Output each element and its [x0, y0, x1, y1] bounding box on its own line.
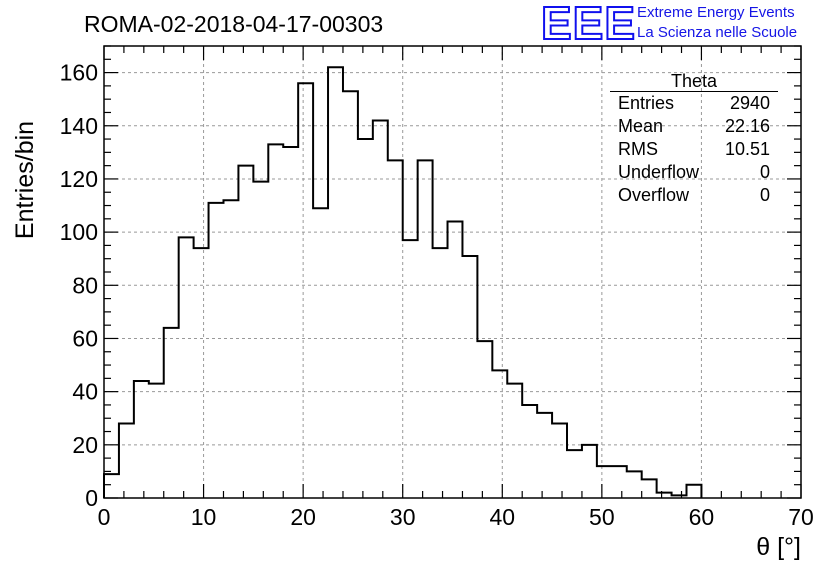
x-tick-label: 10 — [191, 504, 217, 530]
y-tick-label: 100 — [60, 219, 98, 245]
stats-row-overflow: Overflow 0 — [610, 184, 778, 207]
stats-box: Theta Entries 2940 Mean 22.16 RMS 10.51 … — [610, 71, 778, 207]
y-tick-label: 40 — [72, 379, 98, 405]
logo-tagline-2: La Scienza nelle Scuole — [637, 24, 798, 41]
stats-row-underflow: Underflow 0 — [610, 161, 778, 184]
stats-row-rms: RMS 10.51 — [610, 138, 778, 161]
y-tick-label: 80 — [72, 272, 98, 298]
stats-label: Underflow — [618, 162, 700, 182]
logo-tagline-1: Extreme Energy Events — [637, 4, 795, 21]
y-tick-label: 60 — [72, 325, 98, 351]
y-tick-label: 0 — [85, 485, 98, 511]
y-tick-label: 160 — [60, 60, 98, 86]
x-tick-label: 70 — [788, 504, 814, 530]
stats-divider — [610, 91, 778, 92]
x-tick-label: 0 — [98, 504, 111, 530]
y-tick-label: 20 — [72, 432, 98, 458]
stats-row-entries: Entries 2940 — [610, 92, 778, 115]
grid-lines — [104, 46, 801, 498]
x-tick-label: 50 — [589, 504, 615, 530]
x-tick-label: 40 — [489, 504, 515, 530]
stats-value: 2940 — [729, 93, 770, 113]
x-tick-label: 60 — [689, 504, 715, 530]
stats-title: Theta — [670, 71, 718, 91]
x-axis-label: θ [°] — [756, 533, 801, 561]
stats-value: 22.16 — [724, 116, 770, 136]
eee-logo-mark: EEE — [540, 0, 637, 49]
stats-label: Mean — [618, 116, 664, 136]
y-axis-label: Entries/bin — [11, 121, 39, 239]
stats-label: Overflow — [618, 185, 690, 205]
stats-value: 10.51 — [724, 139, 770, 159]
stats-label: RMS — [618, 139, 658, 159]
histogram-step-line — [103, 66, 703, 498]
eee-logo: EEE Extreme Energy Events La Scienza nel… — [540, 0, 831, 49]
y-tick-label: 120 — [60, 166, 98, 192]
y-tick-label: 140 — [60, 113, 98, 139]
stats-value: 0 — [759, 162, 770, 182]
axis-ticks — [103, 45, 802, 499]
stats-row-mean: Mean 22.16 — [610, 115, 778, 138]
axis-tick-labels: 0 10 20 30 40 50 60 70 0 20 40 60 80 100 120 140 160 — [60, 60, 814, 530]
run-title: ROMA-02-2018-04-17-00303 — [84, 11, 384, 37]
x-tick-label: 30 — [390, 504, 416, 530]
stats-value: 0 — [759, 185, 770, 205]
stats-label: Entries — [618, 93, 675, 113]
x-tick-label: 20 — [290, 504, 316, 530]
